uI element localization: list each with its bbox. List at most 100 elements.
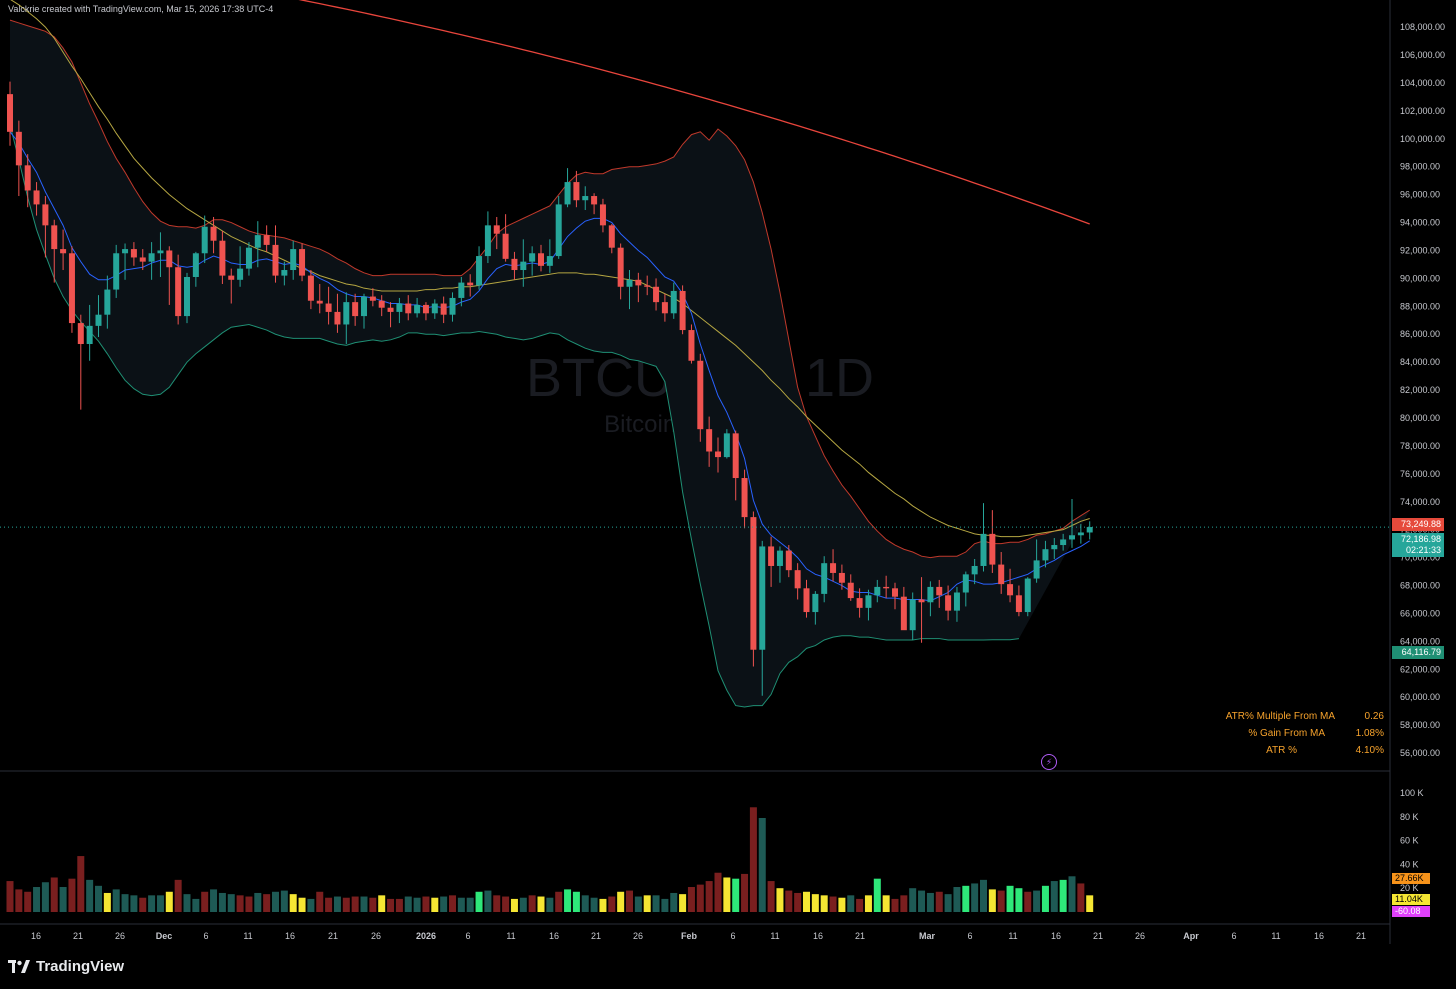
tradingview-logo[interactable]: TradingView: [8, 958, 124, 975]
volume-bar: [732, 878, 740, 912]
candle-body: [830, 563, 837, 573]
candle-body: [387, 307, 394, 312]
price-chart[interactable]: BTCUSDT, 1D Bitcoin / TetherUS 108,000.0…: [0, 0, 1456, 944]
candle: [7, 81, 13, 146]
price-tick-label: 76,000.00: [1400, 469, 1440, 479]
candle: [307, 270, 314, 310]
volume-bar: [572, 891, 580, 912]
candle: [299, 243, 306, 282]
time-tick-label: 11: [1271, 931, 1280, 941]
candle-body: [998, 564, 1005, 585]
price-tick-label: 66,000.00: [1400, 608, 1440, 618]
candle: [476, 246, 483, 290]
volume-bar: [1068, 876, 1076, 912]
candle: [599, 198, 606, 233]
candle: [1024, 577, 1031, 617]
candle-body: [1060, 539, 1067, 546]
candle: [989, 510, 996, 573]
volume-bar: [962, 885, 970, 912]
candle-body: [511, 258, 518, 271]
volume-bar: [41, 882, 49, 912]
candle-body: [989, 533, 996, 565]
candle: [679, 285, 686, 335]
candle: [776, 546, 783, 583]
volume-bar: [351, 896, 359, 912]
candle-body: [307, 275, 314, 301]
candle-body: [706, 429, 713, 452]
candle: [1042, 540, 1049, 568]
candle: [369, 288, 376, 307]
volume-tick-label: 20 K: [1400, 883, 1419, 893]
candle-body: [361, 296, 367, 317]
candle-body: [812, 593, 819, 613]
candle: [1060, 533, 1067, 551]
stat-label: ATR %: [1266, 745, 1297, 756]
candle-body: [794, 570, 801, 589]
stat-label: ATR% Multiple From MA: [1225, 711, 1335, 722]
candle-body: [909, 599, 916, 631]
candle: [15, 120, 22, 197]
candle: [192, 251, 199, 287]
time-tick-label: 26: [371, 931, 381, 941]
volume-bar: [626, 890, 633, 912]
volume-bar: [794, 892, 802, 912]
candle: [396, 297, 403, 324]
candle-body: [15, 131, 22, 166]
candle-body: [113, 253, 120, 290]
brand-name: TradingView: [36, 958, 125, 975]
price-tick-label: 104,000.00: [1400, 78, 1445, 88]
candle: [343, 292, 350, 345]
time-tick-label: 6: [730, 931, 735, 941]
candle-body: [874, 586, 881, 596]
volume-bar: [466, 897, 474, 912]
candle-body: [608, 225, 615, 248]
volume-bar: [192, 898, 200, 912]
candle: [272, 225, 279, 283]
candle-body: [263, 235, 270, 245]
volume-bar: [130, 895, 138, 912]
volume-bar: [599, 898, 607, 912]
candle-body: [732, 433, 739, 479]
volume-bar: [758, 817, 766, 912]
candle-body: [750, 517, 757, 650]
time-tick-label: 21: [328, 931, 338, 941]
candle-body: [626, 279, 633, 287]
volume-bar: [148, 895, 156, 912]
volume-bar: [15, 889, 23, 912]
volume-bar: [484, 890, 492, 912]
time-axis: 16 21 26 Dec 6 11 16 21 26 2026 6 11 16 21 26 Feb 6 11 16 2…: [31, 931, 1366, 941]
candle: [1051, 538, 1058, 559]
candle-body: [892, 588, 898, 597]
candle-body: [573, 182, 580, 201]
candle: [723, 429, 730, 459]
volume-bar: [864, 895, 872, 912]
candle: [715, 437, 721, 473]
candle: [24, 154, 31, 208]
volume-bar: [980, 879, 987, 912]
time-tick-label: 2026: [416, 931, 436, 941]
volume-bar: [227, 894, 235, 912]
candle-body: [272, 244, 279, 276]
volume-bar: [156, 895, 164, 912]
volume-bar: [165, 891, 173, 912]
candle: [812, 591, 819, 625]
candle: [821, 556, 828, 603]
volume-bar: [325, 897, 333, 912]
bollinger-band-fill: [10, 20, 1090, 707]
time-tick-label: 16: [31, 931, 41, 941]
volume-bar: [776, 888, 784, 912]
volume-bar: [6, 881, 14, 912]
volume-bar: [1006, 885, 1014, 912]
candle-body: [476, 256, 483, 286]
candle-body: [130, 249, 137, 258]
lightning-icon[interactable]: ⚡: [1041, 754, 1057, 770]
time-tick-label: 11: [770, 931, 779, 941]
candle: [626, 270, 633, 310]
candle-body: [299, 249, 306, 276]
time-tick-label: Apr: [1183, 931, 1199, 941]
candle-body: [980, 533, 987, 566]
volume-bars: [6, 807, 1094, 912]
time-tick-label: 6: [967, 931, 972, 941]
time-tick-label: 21: [1356, 931, 1366, 941]
candle-body: [369, 296, 376, 301]
